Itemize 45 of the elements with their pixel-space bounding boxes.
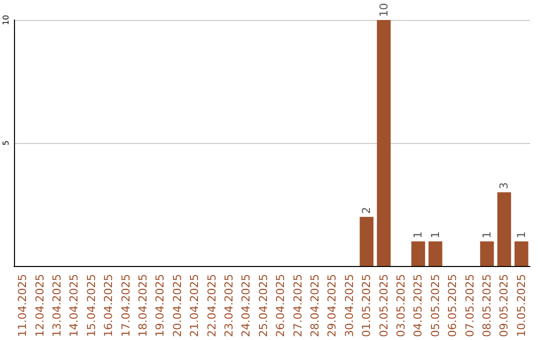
data-label: 3 [498, 182, 511, 190]
x-tick-label: 11.04.2025 [16, 274, 30, 338]
x-tick-label: 10.05.2025 [514, 274, 528, 338]
y-tick-label: 5 [2, 140, 10, 146]
data-label: 1 [514, 231, 528, 238]
x-tick-label: 08.05.2025 [480, 274, 494, 338]
data-label: 1 [412, 231, 425, 238]
x-tick-label: 12.04.2025 [33, 274, 46, 338]
x-tick-label: 05.05.2025 [428, 274, 442, 338]
x-tick-label: 16.04.2025 [102, 274, 116, 338]
bar [497, 192, 512, 266]
x-tick-label: 07.05.2025 [463, 274, 476, 338]
x-tick-label: 24.04.2025 [240, 274, 253, 338]
bar [514, 241, 528, 266]
x-tick-label: 19.04.2025 [154, 274, 167, 338]
x-tick-label: 13.04.2025 [50, 274, 64, 338]
x-tick-label: 04.05.2025 [412, 274, 425, 338]
x-tick-label: 30.04.2025 [342, 274, 356, 338]
bar [376, 20, 391, 266]
x-tick-label: 09.05.2025 [498, 274, 511, 338]
x-tick-label: 21.04.2025 [188, 274, 202, 338]
x-tick-label: 02.05.2025 [377, 274, 390, 338]
bar [428, 241, 442, 266]
x-tick-label: 26.04.2025 [274, 274, 288, 338]
x-tick-label: 15.04.2025 [84, 274, 98, 338]
x-tick-label: 28.04.2025 [308, 274, 322, 338]
data-label: 1 [480, 231, 494, 238]
bar [411, 241, 426, 266]
x-tick-label: 25.04.2025 [256, 274, 270, 338]
x-tick-label: 29.04.2025 [326, 274, 339, 338]
bar [480, 241, 494, 266]
x-tick-label: 03.05.2025 [394, 274, 408, 338]
data-label: 1 [428, 231, 442, 238]
x-tick-label: 06.05.2025 [446, 274, 460, 338]
x-tick-label: 23.04.2025 [222, 274, 236, 338]
x-tick-label: 14.04.2025 [68, 274, 81, 338]
x-tick-label: 18.04.2025 [136, 274, 150, 338]
x-tick-label: 22.04.2025 [205, 274, 218, 338]
x-tick-label: 20.04.2025 [170, 274, 184, 338]
x-tick-label: 27.04.2025 [291, 274, 304, 338]
data-label: 2 [360, 206, 374, 214]
bar [360, 216, 374, 266]
data-label: 10 [377, 3, 390, 17]
x-tick-label: 17.04.2025 [119, 274, 132, 338]
x-tick-label: 01.05.2025 [360, 274, 374, 338]
